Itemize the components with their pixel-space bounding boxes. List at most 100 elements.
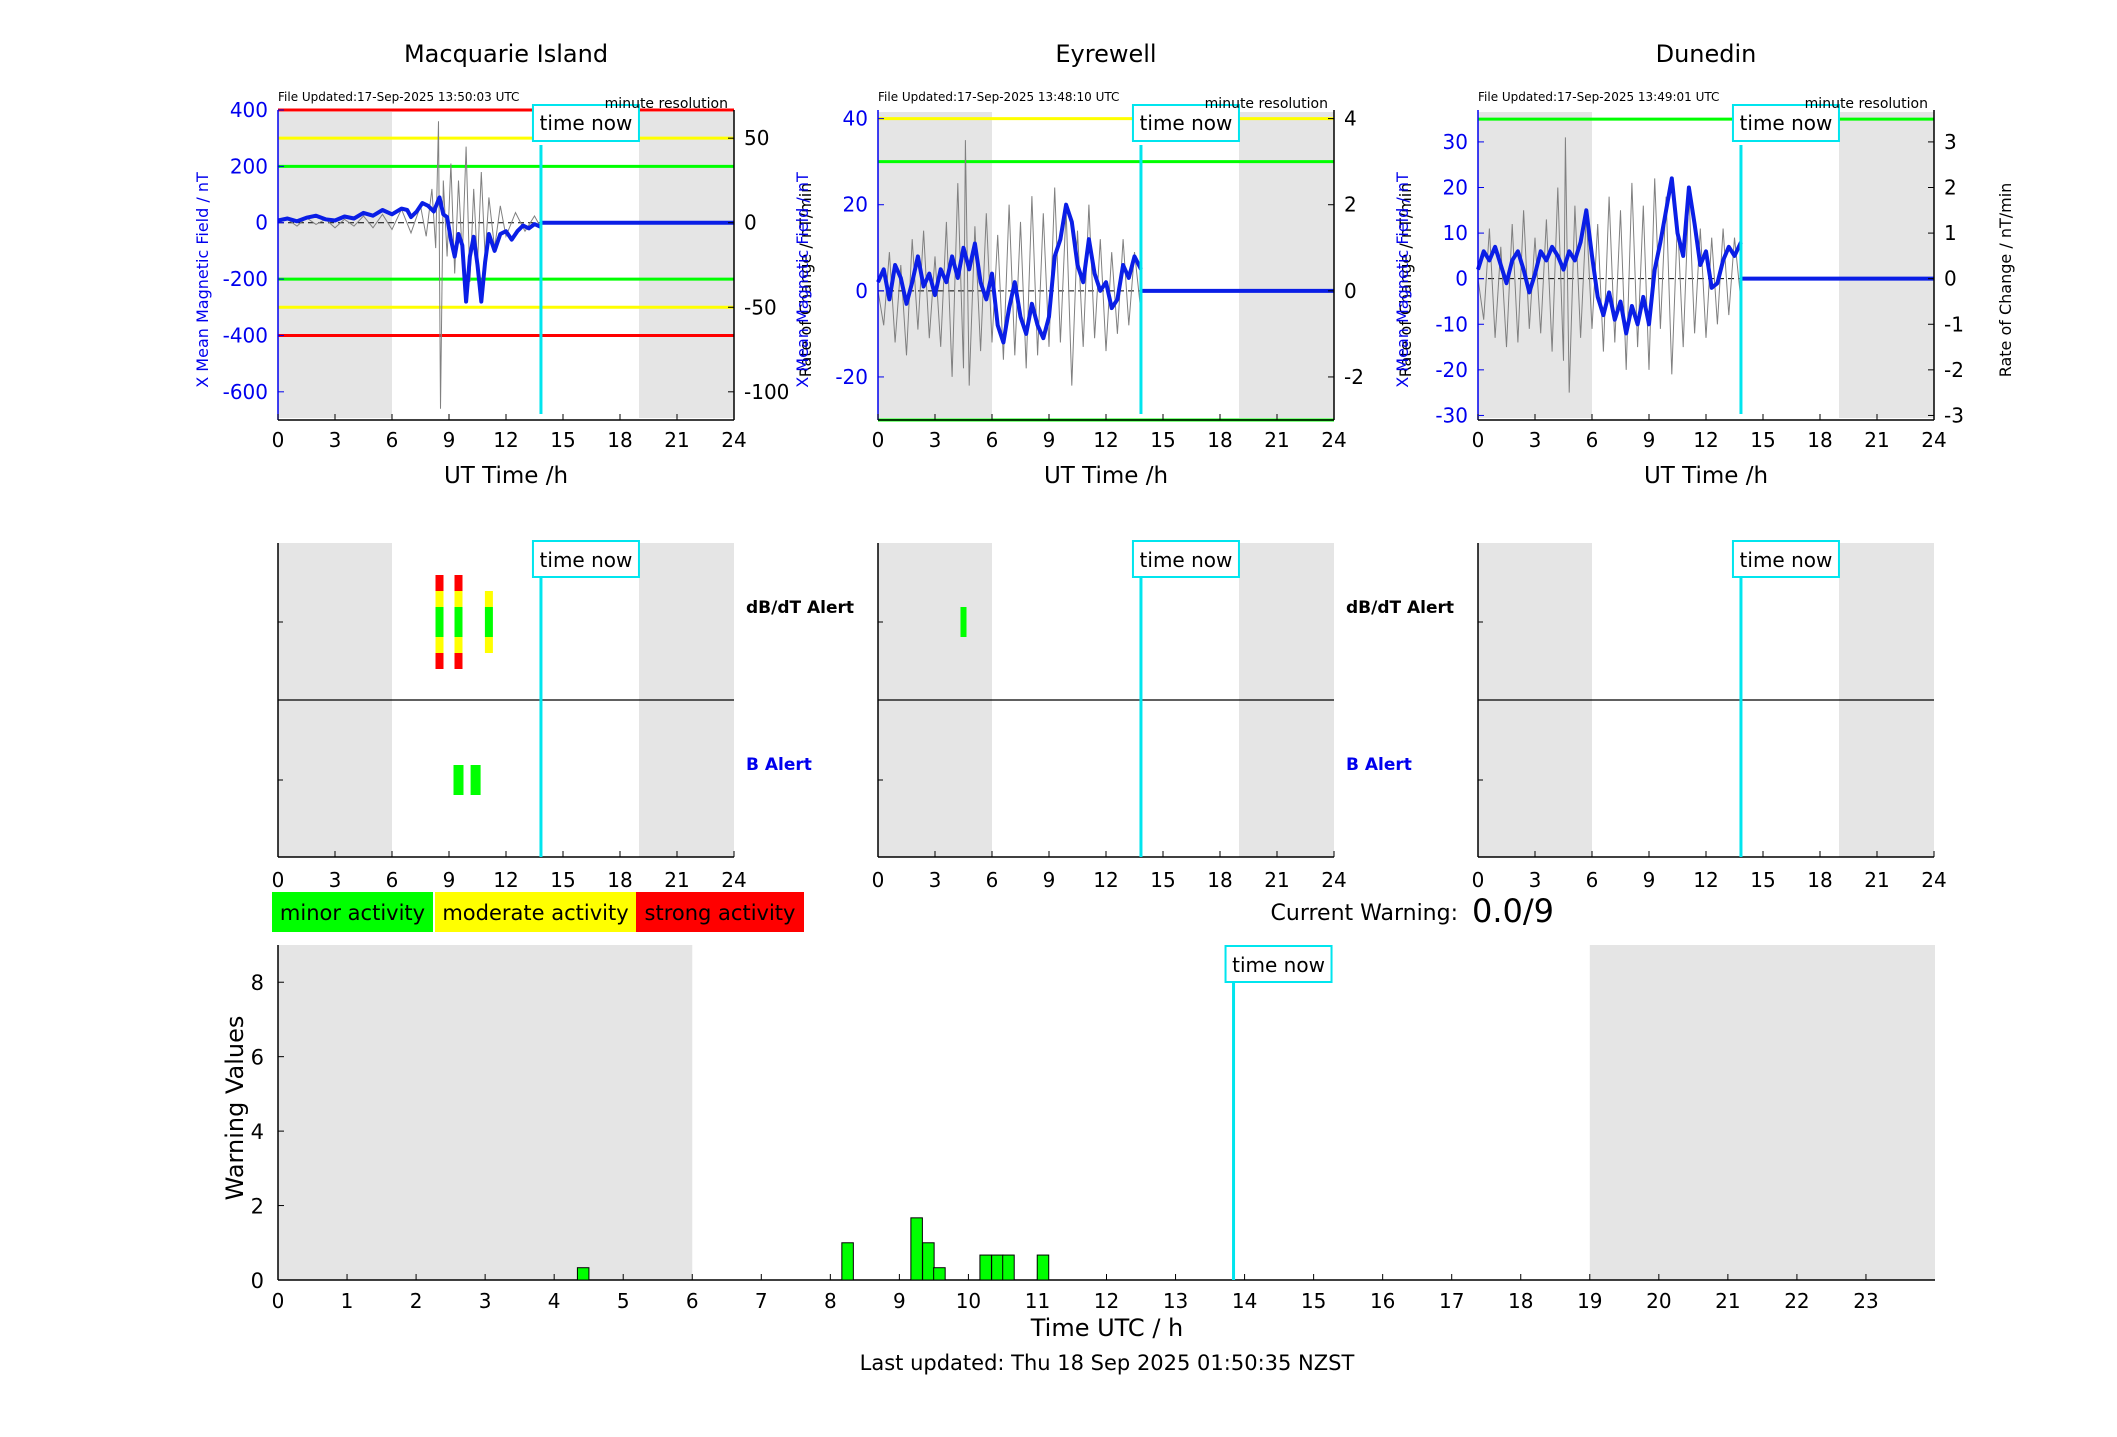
x-tick-label: 17 <box>1439 1289 1464 1313</box>
file-updated-label: File Updated:17-Sep-2025 13:49:01 UTC <box>1478 90 1719 104</box>
y2-axis-label: Rate of Change / nT/min <box>1996 183 2015 378</box>
x-tick-label: 3 <box>479 1289 492 1313</box>
x-tick-label: 24 <box>1921 868 1946 892</box>
dbdt-alert-mark <box>454 591 463 607</box>
x-tick-label: 18 <box>1807 428 1832 452</box>
x-tick-label: 9 <box>443 868 456 892</box>
x-tick-label: 23 <box>1853 1289 1878 1313</box>
night-shade <box>1239 112 1334 418</box>
y-tick-label: -600 <box>223 380 268 404</box>
y2-axis-label: Rate of Change / nT/min <box>1396 183 1415 378</box>
x-tick-label: 11 <box>1025 1289 1050 1313</box>
x-tick-label: 0 <box>1472 868 1485 892</box>
alert-panel-3: 0 3 6 9 12 15 18 21 24 time now <box>1472 540 1947 892</box>
dbdt-alert-mark <box>435 653 444 669</box>
x-tick-label: 24 <box>1921 428 1946 452</box>
warning-bar <box>933 1267 946 1281</box>
x-tick-label: 1 <box>341 1289 354 1313</box>
time-now-box <box>1731 104 1840 142</box>
x-tick-label: 6 <box>386 868 399 892</box>
x-tick-label: 15 <box>550 868 575 892</box>
x-tick-label: 15 <box>1301 1289 1326 1313</box>
x-tick-label: 3 <box>329 428 342 452</box>
legend-label: strong activity <box>645 901 796 925</box>
y2-tick-label: 2 <box>1944 176 1957 200</box>
x-tick-label: 6 <box>1586 428 1599 452</box>
y2-tick-label: -1 <box>1944 312 1964 336</box>
x-tick-label: 21 <box>1264 428 1289 452</box>
night-shade <box>1839 112 1934 418</box>
x-tick-label: 3 <box>329 868 342 892</box>
warning-bar <box>1036 1254 1050 1281</box>
x-tick-label: 9 <box>1643 868 1656 892</box>
legend-swatch <box>272 892 433 932</box>
time-now-box <box>531 540 640 578</box>
x-tick-label: 9 <box>1043 868 1056 892</box>
x-tick-label: 8 <box>824 1289 837 1313</box>
y2-tick-label: 0 <box>1344 279 1357 303</box>
x-tick-label: 21 <box>664 428 689 452</box>
time-now-label: time now <box>1140 111 1233 135</box>
warning-bar <box>841 1242 854 1281</box>
y-tick-label: 0 <box>251 1269 264 1293</box>
resolution-label: minute resolution <box>605 96 728 112</box>
x-tick-label: 3 <box>929 428 942 452</box>
y-tick-label: 400 <box>230 98 268 122</box>
y-tick-label: -30 <box>1435 403 1468 427</box>
time-now-label: time now <box>540 111 633 135</box>
x-tick-label: 12 <box>493 428 518 452</box>
x-tick-label: 18 <box>1508 1289 1533 1313</box>
station-title: Macquarie Island <box>404 40 608 68</box>
night-shade <box>1589 945 1935 1280</box>
y-tick-label: 0 <box>855 279 868 303</box>
x-tick-label: 15 <box>550 428 575 452</box>
b-alert-mark <box>453 765 464 795</box>
y2-tick-label: 0 <box>1944 267 1957 291</box>
dbdt-alert-mark <box>454 637 463 653</box>
y-axis-label: X Mean Magnetic Field / nT <box>1393 172 1412 388</box>
activity-legend: minor activity moderate activity strong ac… <box>272 892 804 932</box>
dbdt-alert-mark <box>454 653 463 669</box>
magnetic-field-line <box>876 202 1143 345</box>
warning-chart-ylabel: Warning Values <box>221 1016 249 1201</box>
x-tick-label: 24 <box>1321 868 1346 892</box>
dbdt-alert-mark <box>435 637 444 653</box>
x-tick-label: 4 <box>548 1289 561 1313</box>
x-tick-label: 12 <box>1693 868 1718 892</box>
y2-tick-label: 2 <box>1344 193 1357 217</box>
footer-last-updated: Last updated: Thu 18 Sep 2025 01:50:35 N… <box>860 1351 1355 1375</box>
legend-swatch <box>435 892 636 932</box>
y-tick-label: 40 <box>843 107 868 131</box>
station-panel-1: time now 0 3 6 9 12 15 18 21 24 400 200 0 -200 -400 -60… <box>193 40 815 489</box>
x-axis-label: UT Time /h <box>1044 463 1168 489</box>
legend-label: moderate activity <box>442 901 628 925</box>
current-warning-value: 0.0/9 <box>1472 892 1554 930</box>
night-shade <box>639 112 734 418</box>
alert-panel-1: 0 3 6 9 12 15 18 21 24 time now dB/dT Alert B Alert <box>272 540 854 892</box>
y2-tick-label: 4 <box>1344 107 1357 131</box>
x-tick-label: 21 <box>1715 1289 1740 1313</box>
x-tick-label: 13 <box>1163 1289 1188 1313</box>
warning-bar <box>979 1254 992 1281</box>
time-now-box <box>1224 945 1333 983</box>
x-tick-label: 7 <box>755 1289 768 1313</box>
y-tick-label: 20 <box>1443 176 1468 200</box>
x-tick-label: 6 <box>1586 868 1599 892</box>
y2-tick-label: -100 <box>744 380 789 404</box>
x-tick-label: 16 <box>1370 1289 1395 1313</box>
y-tick-label: 0 <box>255 211 268 235</box>
y-tick-label: -400 <box>223 323 268 347</box>
y-tick-label: -20 <box>835 365 868 389</box>
x-axis-label: UT Time /h <box>444 463 568 489</box>
warning-bar <box>991 1254 1004 1281</box>
y2-tick-label: 50 <box>744 126 769 150</box>
y-tick-label: 20 <box>843 193 868 217</box>
x-tick-label: 24 <box>721 868 746 892</box>
x-tick-label: 0 <box>272 868 285 892</box>
dbdt-alert-label: dB/dT Alert <box>1346 598 1454 618</box>
b-alert-label: B Alert <box>1346 755 1412 775</box>
x-tick-label: 9 <box>1643 428 1656 452</box>
warning-bar <box>1002 1254 1015 1281</box>
